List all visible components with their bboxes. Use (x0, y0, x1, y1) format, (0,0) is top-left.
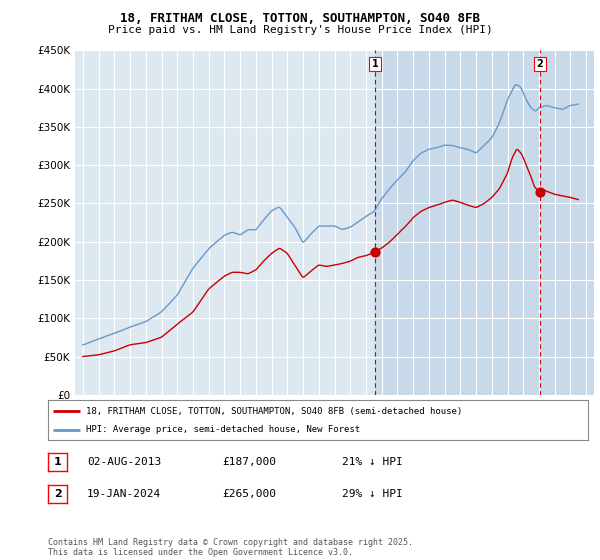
Text: £265,000: £265,000 (222, 489, 276, 499)
Text: 02-AUG-2013: 02-AUG-2013 (87, 457, 161, 467)
Text: 2: 2 (54, 489, 61, 499)
Text: 29% ↓ HPI: 29% ↓ HPI (342, 489, 403, 499)
Text: 18, FRITHAM CLOSE, TOTTON, SOUTHAMPTON, SO40 8FB: 18, FRITHAM CLOSE, TOTTON, SOUTHAMPTON, … (120, 12, 480, 25)
Text: 18, FRITHAM CLOSE, TOTTON, SOUTHAMPTON, SO40 8FB (semi-detached house): 18, FRITHAM CLOSE, TOTTON, SOUTHAMPTON, … (86, 407, 462, 416)
Bar (375, 50, 594, 395)
Text: HPI: Average price, semi-detached house, New Forest: HPI: Average price, semi-detached house,… (86, 425, 360, 435)
Text: 2: 2 (536, 59, 543, 69)
Text: Contains HM Land Registry data © Crown copyright and database right 2025.
This d: Contains HM Land Registry data © Crown c… (48, 538, 413, 557)
Point (370, 247, 380, 256)
Text: 19-JAN-2024: 19-JAN-2024 (87, 489, 161, 499)
Text: 1: 1 (54, 457, 61, 467)
Text: Price paid vs. HM Land Registry's House Price Index (HPI): Price paid vs. HM Land Registry's House … (107, 25, 493, 35)
Text: 1: 1 (372, 59, 379, 69)
Text: 21% ↓ HPI: 21% ↓ HPI (342, 457, 403, 467)
Text: £187,000: £187,000 (222, 457, 276, 467)
Point (535, 188, 545, 197)
